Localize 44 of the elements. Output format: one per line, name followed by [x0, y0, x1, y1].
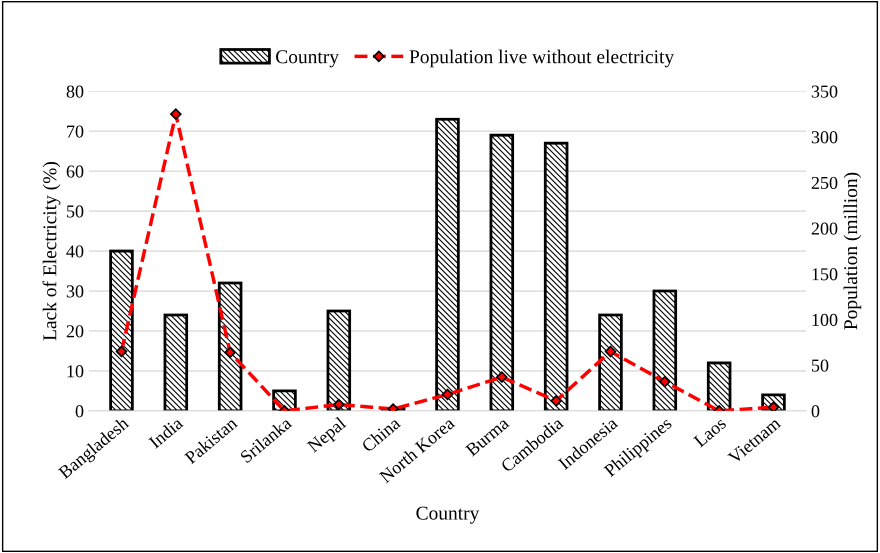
- x-tick-label: India: [148, 416, 184, 449]
- bar: [109, 250, 134, 411]
- point: [170, 108, 182, 120]
- y2-tick-label: 50: [812, 359, 828, 372]
- point: [659, 376, 671, 388]
- y2-tick-label: 300: [812, 131, 838, 144]
- x-tick-label: Laos: [693, 416, 727, 448]
- bar: [218, 282, 242, 411]
- y-tick-label: 10: [68, 365, 84, 378]
- y-tick-label: 70: [67, 125, 84, 138]
- y-tick-label: 20: [66, 325, 84, 338]
- bar: [326, 310, 352, 411]
- bar: [435, 118, 460, 411]
- y2-tick-label: 200: [812, 222, 838, 235]
- y-tick-label: 30: [66, 285, 84, 298]
- y-tick-label: 60: [66, 165, 84, 178]
- point: [224, 346, 236, 358]
- bar: [164, 314, 188, 411]
- bar: [490, 134, 514, 411]
- legend-label: Country: [276, 50, 339, 68]
- point: [333, 398, 345, 410]
- point: [604, 346, 616, 358]
- y2-axis-title: Population (million): [844, 172, 862, 330]
- y-axis-title: Lack of Electricity (%): [42, 162, 60, 340]
- point: [496, 371, 508, 383]
- bar: [652, 290, 678, 411]
- y2-tick-label: 0: [812, 405, 820, 418]
- x-axis-title: Country: [416, 506, 480, 524]
- y2-tick-label: 250: [812, 176, 838, 190]
- y-tick-label: 0: [76, 405, 84, 418]
- point: [116, 346, 128, 358]
- y2-tick-label: 150: [812, 268, 838, 280]
- y2-tick-label: 350: [812, 86, 838, 98]
- x-tick-label: China: [360, 416, 402, 453]
- y-tick-label: 80: [66, 86, 84, 98]
- y-tick-label: 50: [67, 205, 84, 218]
- y-tick-label: 40: [66, 245, 84, 258]
- point: [442, 388, 454, 400]
- bar: [544, 142, 568, 411]
- bar: [598, 314, 623, 411]
- point: [550, 395, 562, 407]
- bar: [706, 362, 732, 411]
- legend-label: Population live without electricity: [410, 50, 674, 68]
- y2-tick-label: 100: [812, 314, 838, 326]
